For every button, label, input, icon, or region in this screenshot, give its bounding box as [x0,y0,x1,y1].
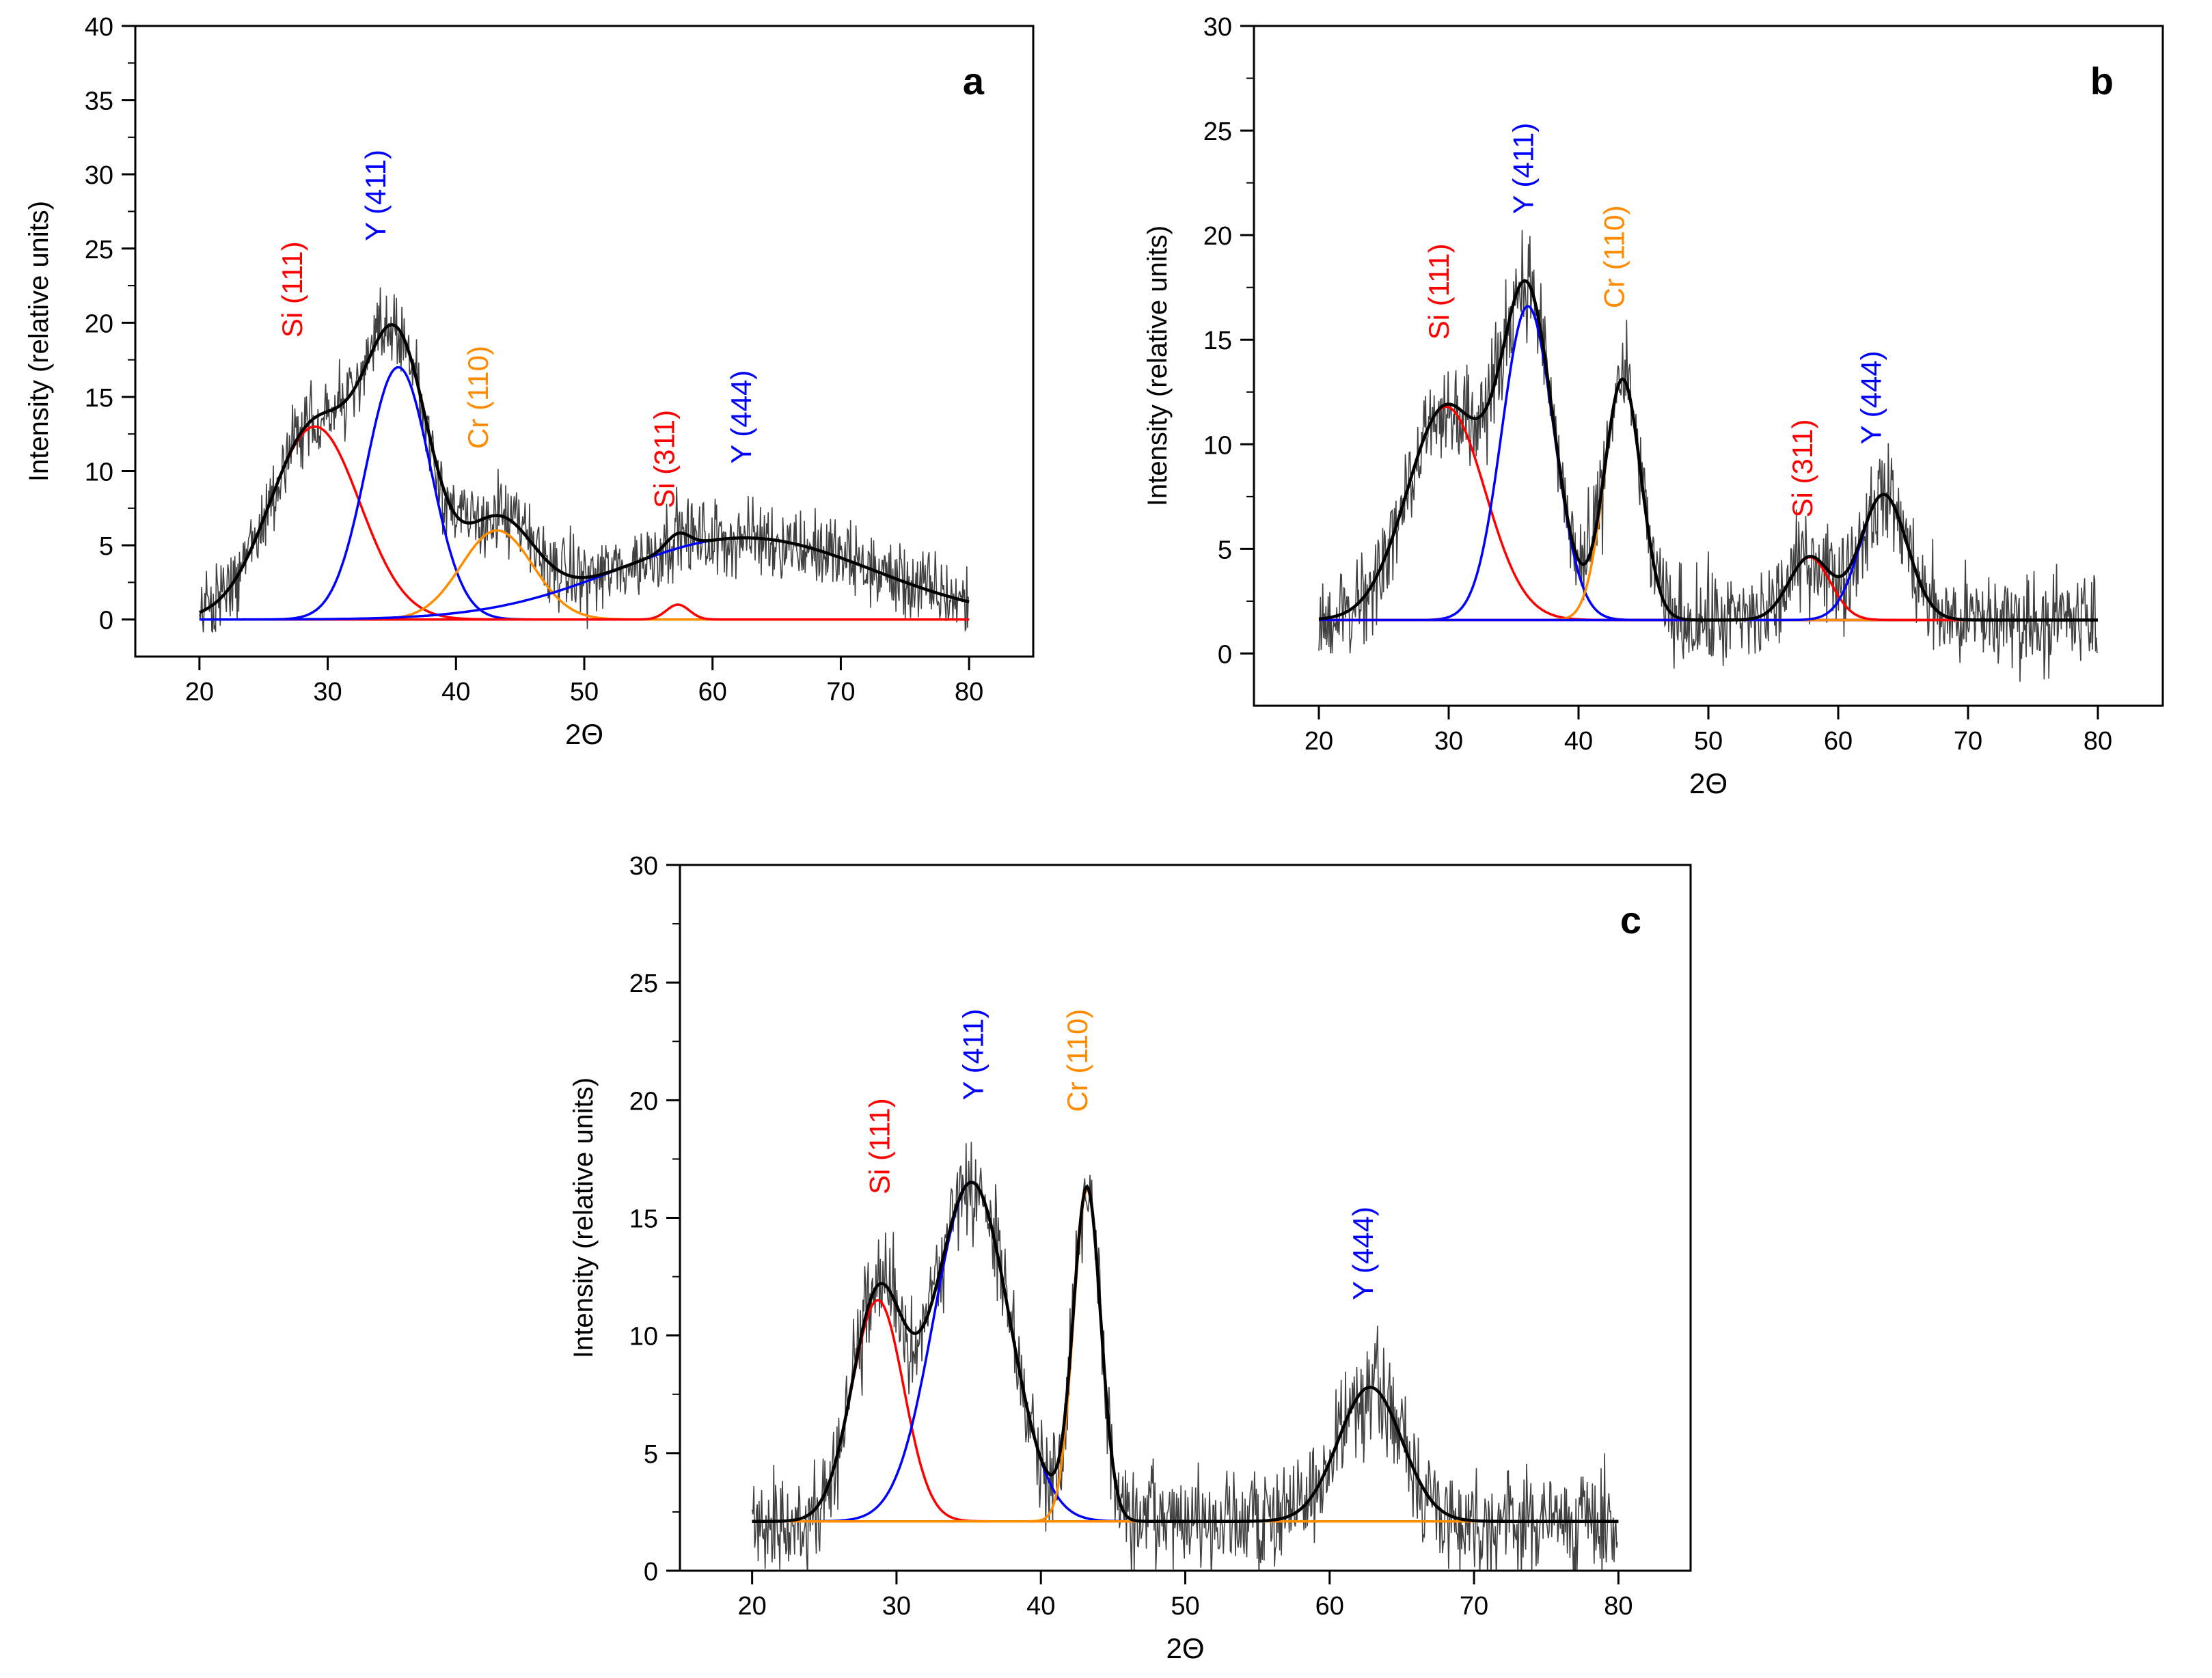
x-tick-label: 50 [1694,727,1723,756]
y-tick-label: 15 [1203,327,1232,355]
raw-data-line [751,1142,1618,1571]
y-tick-label: 40 [85,13,113,42]
y-tick-label: 35 [85,87,113,116]
x-tick-label: 40 [441,678,470,706]
peak-label: Y (411) [359,150,392,241]
x-tick-label: 40 [1564,727,1593,756]
peak-label: Y (411) [957,1008,989,1100]
y-tick-label: 5 [1218,536,1232,564]
y-tick-label: 0 [99,607,113,635]
peak-fit-si-111 [752,1299,1619,1523]
x-tick-label: 80 [1604,1592,1633,1621]
panel-letter: c [1620,898,1641,941]
y-tick-label: 20 [85,310,113,338]
x-tick-label: 20 [1305,727,1333,756]
y-tick-label: 10 [1203,431,1232,460]
peak-label: Y (444) [725,370,757,464]
x-tick-label: 60 [1824,727,1853,756]
plot-area [199,287,970,633]
plot-frame [679,864,1692,1572]
y-tick-label: 30 [85,161,113,190]
envelope-fit-line [1318,279,2098,622]
y-tick-label: 5 [644,1440,658,1469]
y-axis-label: Intensity (relative units) [1143,225,1173,506]
y-tick-label: 25 [629,969,658,998]
x-tick-label: 30 [1434,727,1463,756]
peak-label: Si (111) [276,241,308,338]
peak-label: Cr (110) [1598,205,1630,308]
x-tick-label: 50 [570,678,599,706]
y-tick-label: 15 [629,1205,658,1234]
envelope-fit-line [752,1181,1619,1523]
y-axis-label: Intensity (relative units) [24,201,54,482]
plot-area [751,1142,1619,1571]
x-tick-label: 80 [955,678,983,706]
chart-panel-a: 20 30 40 50 60 70 80 0 5 10 15 20 25 30 35 40 2Θ Intensit… [24,13,1035,750]
peak-label: Cr (110) [1061,1009,1093,1112]
y-tick-label: 0 [644,1558,658,1586]
x-tick-label: 30 [882,1592,911,1621]
raw-data-line [199,287,969,633]
x-tick-label: 30 [313,678,342,706]
plot-area [1318,230,2098,682]
panel-letter: a [963,59,985,102]
x-axis-label: 2Θ [1166,1632,1204,1664]
chart-panel-b: 20 30 40 50 60 70 80 0 5 10 15 20 25 30 2Θ Intensity (r… [1143,13,2164,799]
panel-letter: b [2090,59,2114,102]
peak-label: Si (111) [863,1098,895,1194]
y-tick-label: 30 [1203,13,1232,42]
y-axis-label: Intensity (relative units) [569,1077,599,1358]
y-tick-label: 10 [85,458,113,487]
x-tick-label: 20 [738,1592,767,1621]
x-axis-label: 2Θ [565,718,603,750]
y-tick-label: 15 [85,384,113,413]
x-tick-label: 50 [1171,1592,1199,1621]
peak-fit-y-411 [752,1181,1619,1523]
y-tick-label: 30 [629,852,658,881]
peak-label: Si (111) [1423,243,1455,340]
x-tick-label: 70 [1954,727,1982,756]
y-tick-label: 20 [1203,222,1232,251]
y-tick-label: 5 [99,532,113,561]
y-tick-label: 20 [629,1087,658,1116]
x-tick-label: 70 [826,678,855,706]
x-tick-label: 70 [1460,1592,1488,1621]
y-tick-label: 0 [1218,640,1232,669]
x-tick-label: 20 [185,678,214,706]
peak-label: Cr (110) [462,346,494,449]
peak-fit-cr-110 [752,1187,1619,1523]
peak-label: Y (444) [1347,1207,1379,1300]
y-tick-label: 25 [1203,118,1232,146]
x-axis-label: 2Θ [1689,767,1728,799]
chart-panel-c: 20 30 40 50 60 70 80 0 5 10 15 20 25 30 2Θ Intensity (r… [569,852,1692,1664]
envelope-fit-line [199,323,970,614]
peak-fit-si-111 [199,425,970,621]
x-tick-label: 60 [1315,1592,1344,1621]
y-tick-label: 25 [85,236,113,264]
peak-label: Si (311) [648,410,680,508]
peak-label: Si (311) [1786,420,1818,518]
peak-label: Y (444) [1855,350,1887,444]
x-tick-label: 60 [698,678,727,706]
x-tick-label: 80 [2084,727,2112,756]
x-tick-label: 40 [1026,1592,1055,1621]
peak-label: Y (411) [1507,123,1540,215]
y-tick-label: 10 [629,1323,658,1351]
raw-data-line [1318,230,2098,682]
